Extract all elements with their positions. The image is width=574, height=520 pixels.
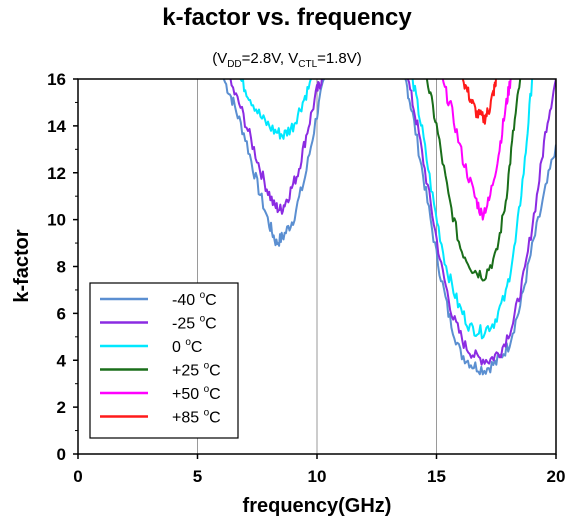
legend-label-0: -40 oC — [172, 290, 217, 309]
legend-label-unit-4: C — [209, 386, 221, 403]
legend-label-unit-2: C — [191, 339, 203, 356]
x-tick-label-2: 10 — [308, 467, 327, 486]
legend-label-degree-5: o — [204, 408, 210, 419]
series-line-4-seg-0 — [441, 79, 512, 221]
series-line-0-seg-1 — [404, 79, 556, 376]
series-line-2-seg-1 — [411, 79, 534, 340]
series-line-5-seg-0 — [461, 79, 497, 125]
y-tick-label-3: 6 — [57, 304, 66, 323]
legend-label-unit-1: C — [205, 316, 217, 333]
y-tick-label-5: 10 — [47, 211, 66, 230]
legend-label-value-2: 0 — [172, 339, 185, 356]
subtitle-mid: =2.8V, V — [241, 50, 299, 67]
legend-label-4: +50 oC — [172, 384, 221, 403]
series-line-1-seg-1 — [406, 79, 556, 366]
x-axis-label: frequency(GHz) — [243, 495, 392, 517]
legend-label-degree-0: o — [200, 290, 206, 301]
legend-label-3: +25 oC — [172, 361, 221, 380]
axis-ticks — [73, 78, 557, 459]
legend-label-value-0: -40 — [172, 292, 200, 309]
legend-label-unit-3: C — [209, 363, 221, 380]
legend: -40 oC-25 oC0 oC+25 oC+50 oC+85 oC — [89, 282, 239, 439]
y-tick-label-2: 4 — [57, 351, 67, 370]
x-tick-label-3: 15 — [427, 467, 446, 486]
subtitle-open: (V — [212, 50, 228, 67]
x-tick-label-1: 5 — [193, 467, 202, 486]
subtitle-close: =1.8V) — [317, 50, 362, 67]
legend-label-unit-5: C — [209, 410, 221, 427]
chart-title: k-factor vs. frequency — [162, 4, 412, 31]
legend-label-value-3: +25 — [172, 363, 204, 380]
legend-label-5: +85 oC — [172, 408, 221, 427]
tick-labels: 0 2 4 6 8 10 12 14 16 0 5 10 15 20 — [47, 70, 565, 486]
series-layer — [222, 79, 556, 376]
y-tick-label-4: 8 — [57, 258, 66, 277]
y-tick-label-7: 14 — [47, 117, 66, 136]
subtitle-vctl-sub: CTL — [298, 59, 318, 70]
legend-box — [89, 282, 239, 439]
series-line-1-seg-0 — [228, 79, 323, 215]
legend-label-1: -25 oC — [172, 314, 217, 333]
legend-label-degree-1: o — [200, 314, 206, 325]
chart-subtitle: (VDD=2.8V, VCTL=1.8V) — [0, 50, 574, 70]
y-axis-label: k-factor — [11, 229, 33, 303]
legend-label-unit-0: C — [205, 292, 217, 309]
x-tick-label-4: 20 — [547, 467, 566, 486]
legend-label-value-1: -25 — [172, 316, 200, 333]
series-line-0-seg-0 — [222, 79, 325, 247]
legend-label-degree-3: o — [204, 361, 210, 372]
series-line-3-seg-0 — [425, 79, 522, 282]
y-tick-label-0: 0 — [57, 445, 66, 464]
x-tick-label-0: 0 — [73, 467, 82, 486]
y-tick-label-8: 16 — [47, 70, 66, 89]
legend-label-2: 0 oC — [172, 337, 202, 356]
legend-label-degree-4: o — [204, 384, 210, 395]
legend-label-degree-2: o — [185, 337, 191, 348]
y-tick-label-6: 12 — [47, 164, 66, 183]
legend-label-value-5: +85 — [172, 410, 204, 427]
y-tick-label-1: 2 — [57, 398, 66, 417]
legend-label-value-4: +50 — [172, 386, 204, 403]
subtitle-vdd-sub: DD — [227, 59, 242, 70]
series-line-2-seg-0 — [239, 79, 313, 140]
